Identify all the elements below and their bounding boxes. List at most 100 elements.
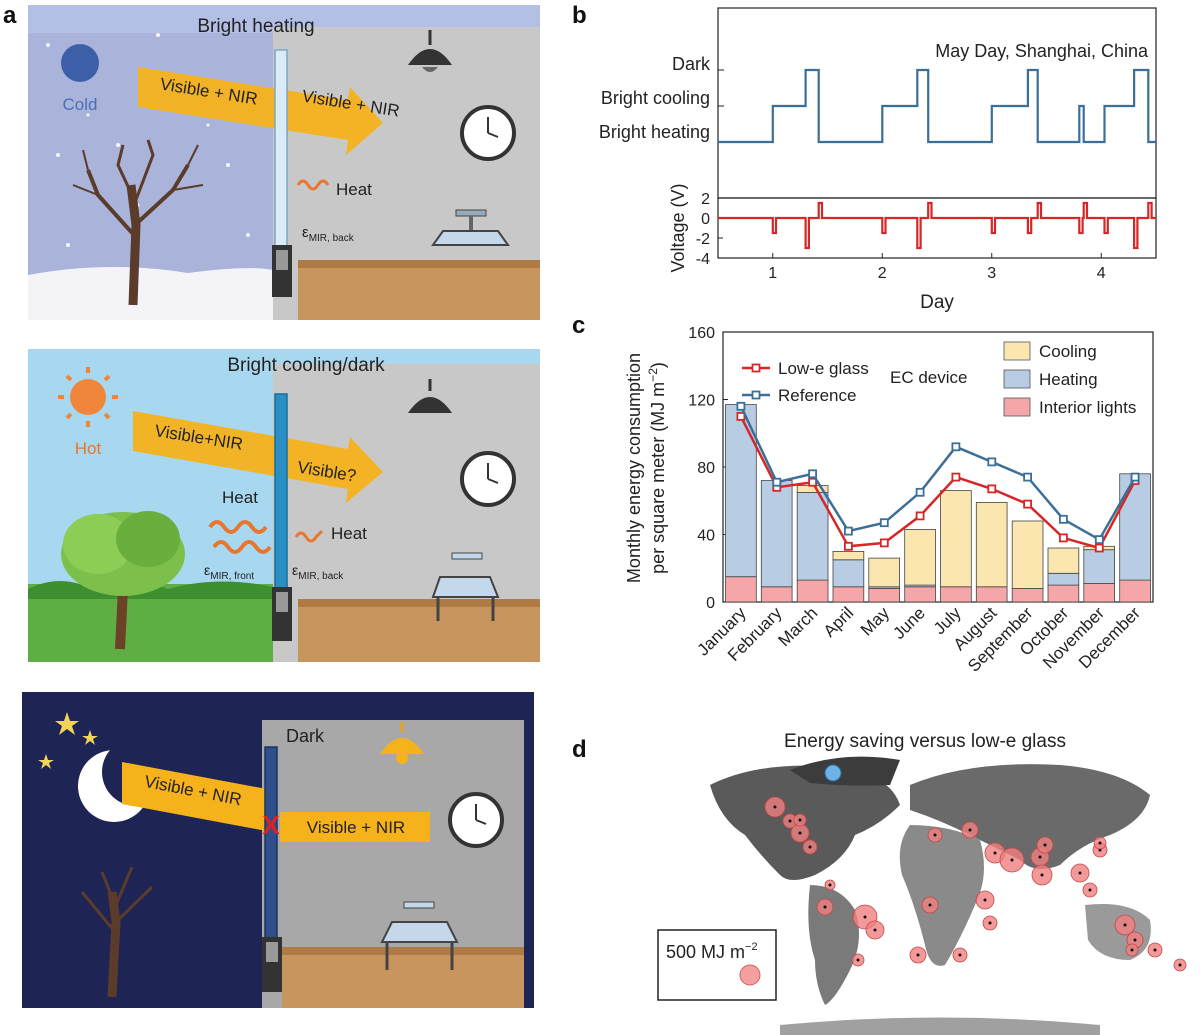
heat-left-label: Heat [222,488,258,507]
legend-marker-low-e-glass [751,363,761,373]
y-axis-label-line2-main: per square meter (MJ m [648,382,668,574]
map-bubble-center-21 [916,953,920,957]
map-bubble-center-20 [928,903,932,907]
bar-heating-2 [796,491,829,581]
map-bubble-center-28 [798,818,802,822]
panel-label-c: c [572,312,586,339]
marker-low-e-glass-9 [1058,533,1068,543]
panel-label-d: d [572,736,587,763]
category-label-3: April [820,603,857,640]
bar-interior-lights-11 [1119,579,1151,603]
light-beam-inside [280,812,430,842]
marker-reference-2 [808,469,818,479]
y-axis-label-line2-close: ) [648,362,668,368]
bar-interior-lights-0 [725,576,757,603]
bar-cooling-9 [1047,547,1080,574]
map-bubble-center-8 [828,883,832,887]
marker-low-e-glass-5 [915,511,925,521]
table-icon [431,552,500,621]
bar-interior-lights-1 [760,586,793,603]
cold-label: Cold [63,95,98,114]
state-label-2: Dark [672,54,711,74]
map-bubble-center-25 [1130,948,1134,952]
clock-icon [448,792,504,848]
emissivity-back-label: εMIR, back [292,562,344,582]
scene-bright-heating: Cold Bright heating Visible + NIR Visibl… [28,5,540,320]
map-bubble-center-18 [983,898,987,902]
panel-label-b: b [572,2,587,29]
category-label-2: March [775,603,822,650]
category-label-4: May [857,603,893,639]
x-tick-label-0: 1 [768,265,777,282]
clock-icon [460,451,516,507]
voltage-series-line [718,201,1156,250]
bar-heating-1 [760,480,793,588]
heat-wave-icon [296,179,330,191]
hot-label: Hot [75,439,102,458]
map-title: Energy saving versus low-e glass [784,731,1066,752]
map-legend-bubble [739,964,761,986]
y-tick-label-2: 80 [697,460,715,477]
bar-cooling-8 [1011,520,1044,589]
tree-summer-icon [61,511,185,650]
scene-bright-cooling: Bright cooling/dark Hot Visible+NIR Visi… [28,349,540,662]
state-label-1: Bright cooling [601,88,710,108]
map-legend-box [657,929,777,1001]
x-tick-label-2: 3 [987,265,996,282]
marker-low-e-glass-3 [843,541,853,551]
map-bubble-center-6 [873,928,877,932]
legend-swatch-heating [1003,369,1031,389]
marker-reference-10 [1094,535,1104,545]
map-bubble-center-9 [933,833,937,837]
heat-wave-right-icon [294,529,324,543]
bar-cooling-7 [975,501,1008,588]
table-icon [380,901,459,970]
bar-cooling-4 [868,557,900,588]
block-mark: X [262,810,280,840]
scene-title-dark: Dark [286,726,325,746]
marker-reference-9 [1058,514,1068,524]
marker-low-e-glass-8 [1023,499,1033,509]
bar-interior-lights-6 [940,586,972,603]
bar-interior-lights-5 [904,586,936,603]
chart-b-states-voltage: Bright heating Bright cooling Dark May Day,… [599,7,1157,313]
bar-interior-lights-9 [1047,584,1080,603]
bar-interior-lights-3 [832,586,865,603]
heat-wave-left-icon [208,520,272,554]
bar-cooling-3 [832,550,865,561]
legend-stack-title: EC device [890,368,967,387]
heat-right-label: Heat [331,524,367,543]
bar-heating-9 [1047,572,1080,586]
scene-dark: Visible + NIR Visible + NIR X Dark [22,692,534,1008]
map-bubble-center-11 [993,851,997,855]
map-legend-label: 500 MJ m−2 [666,941,758,962]
bar-interior-lights-7 [975,586,1008,603]
map-bubble-center-2 [798,831,802,835]
marker-reference-0 [736,401,746,411]
panel-label-a: a [3,2,17,29]
emissivity-front-label: εMIR, front [204,562,254,582]
chart-b-annotation: May Day, Shanghai, China [935,41,1149,61]
stars-icon [38,712,98,769]
marker-low-e-glass-2 [808,477,818,487]
line-low-e-glass [739,415,1137,550]
sun-icon [58,367,118,427]
map-bubbles [764,764,1187,972]
scene-title-bright-heating: Bright heating [197,16,314,37]
map-bubble-center-17 [1088,888,1092,892]
state-plot-frame [717,7,1157,199]
legend-label-interior-lights: Interior lights [1039,398,1136,417]
legend-marker-reference [751,390,761,400]
map-bubble-center-5 [863,915,867,919]
x-tick-label-3: 4 [1097,265,1106,282]
bar-cooling-5 [904,528,936,586]
y-tick-label-1: 40 [697,528,715,545]
line-reference [739,405,1137,542]
map-bubble-center-26 [1153,948,1157,952]
x-tick-label-1: 2 [878,265,887,282]
marker-low-e-glass-7 [987,484,997,494]
voltage-axis-label: Voltage (V) [668,183,688,272]
ceiling-lamp-on-icon [380,722,424,764]
state-label-0: Bright heating [599,122,710,142]
